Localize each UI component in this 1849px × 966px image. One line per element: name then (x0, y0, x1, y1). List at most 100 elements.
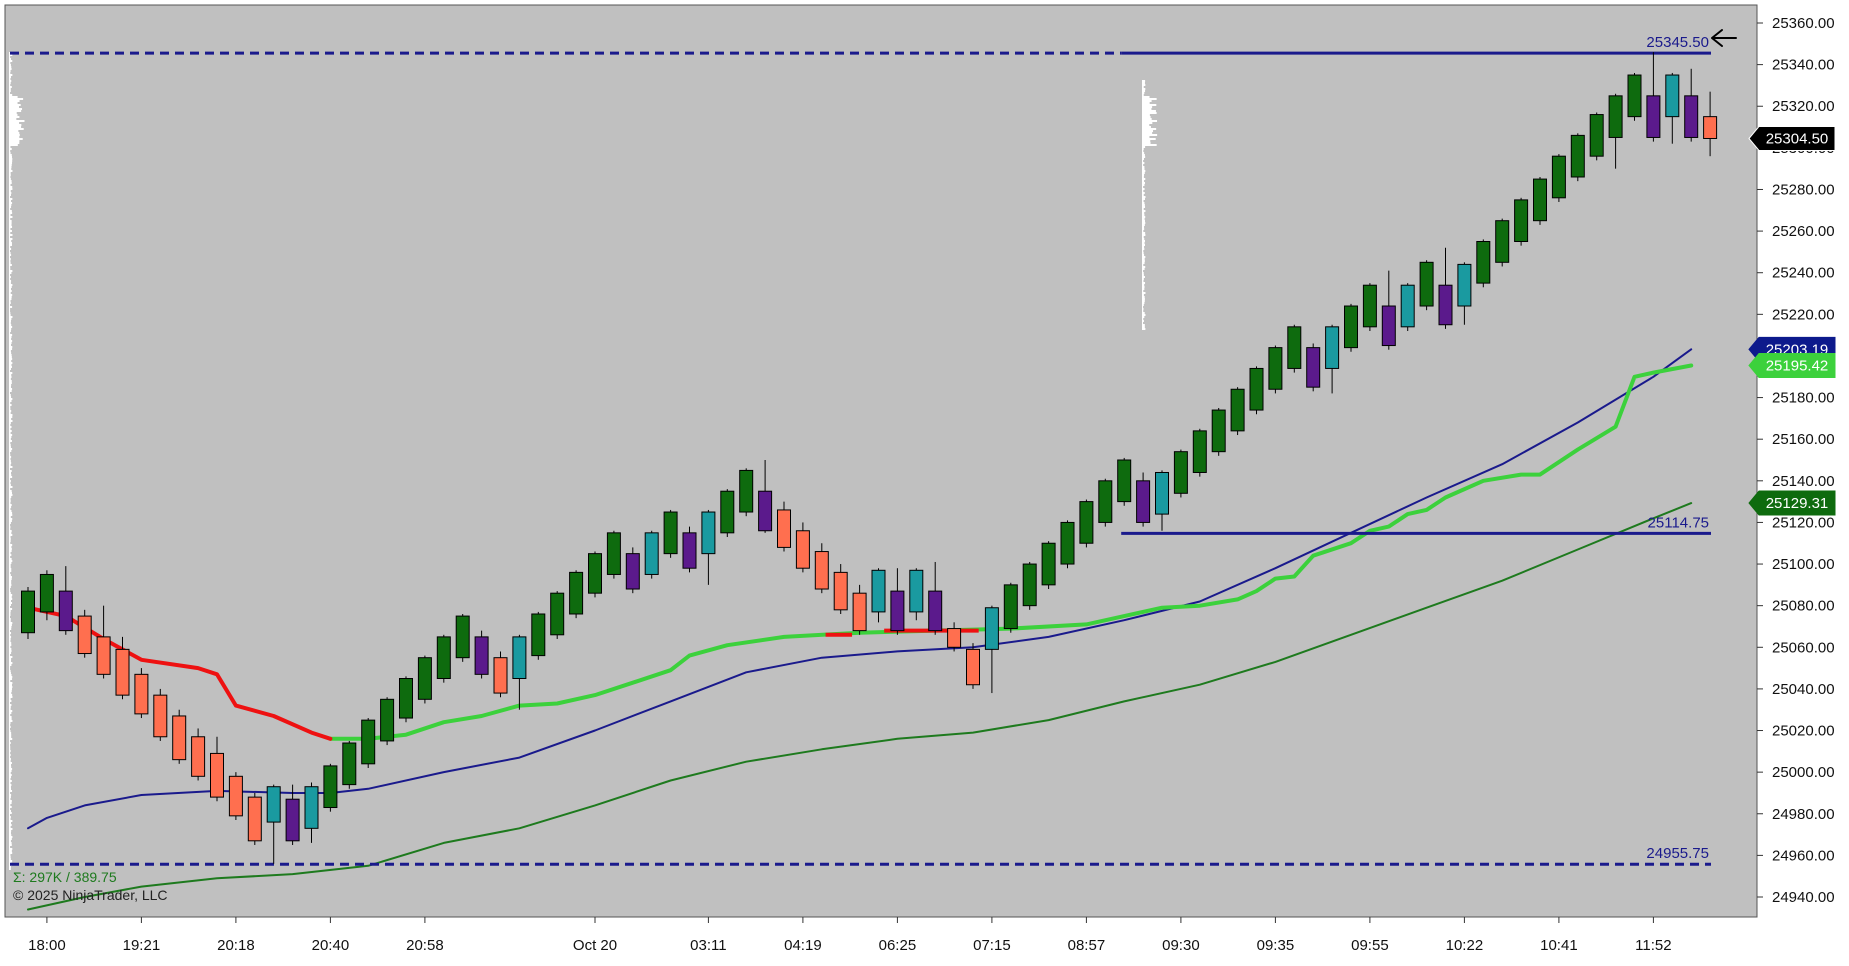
candle[interactable] (682, 526, 697, 573)
candle[interactable] (380, 697, 395, 746)
candle[interactable] (928, 561, 943, 635)
price-levels[interactable]: 25345.50 25114.75 24955.75 (10, 34, 1711, 866)
candle[interactable] (1249, 366, 1264, 415)
candle[interactable] (1514, 197, 1529, 246)
candle[interactable] (436, 634, 451, 683)
candle[interactable] (569, 570, 584, 619)
candle[interactable] (1192, 428, 1207, 477)
candle[interactable] (153, 688, 168, 741)
candle[interactable] (947, 622, 962, 652)
candle[interactable] (172, 709, 187, 764)
candle[interactable] (1079, 499, 1094, 548)
candle[interactable] (833, 564, 848, 614)
candle[interactable] (361, 718, 376, 768)
candle[interactable] (1419, 260, 1434, 311)
plot-area[interactable] (4, 4, 1758, 918)
candle[interactable] (455, 613, 470, 662)
candle[interactable] (663, 509, 678, 558)
candles[interactable] (21, 52, 1718, 864)
candle[interactable] (58, 566, 73, 635)
candle[interactable] (1060, 520, 1075, 569)
candle[interactable] (739, 468, 754, 517)
candle[interactable] (512, 634, 527, 710)
candle[interactable] (1608, 93, 1623, 169)
candle[interactable] (1173, 449, 1188, 498)
candle[interactable] (1306, 343, 1321, 392)
candle[interactable] (1268, 345, 1283, 394)
candle[interactable] (550, 591, 565, 639)
candle[interactable] (1495, 218, 1510, 267)
candle[interactable] (399, 676, 413, 723)
candle[interactable] (1627, 72, 1642, 121)
candle[interactable] (191, 728, 206, 781)
candle[interactable] (1684, 68, 1699, 142)
volume-profile-bar (9, 808, 11, 810)
candle[interactable] (814, 543, 829, 594)
candle[interactable] (342, 740, 357, 789)
candle[interactable] (96, 605, 111, 679)
candle[interactable] (1211, 407, 1226, 456)
price-axis[interactable]: 25360.0025340.0025320.0025300.0025280.00… (1757, 15, 1835, 906)
candle[interactable] (1703, 91, 1718, 157)
candle[interactable] (228, 772, 243, 821)
candle[interactable] (1362, 283, 1377, 331)
candle[interactable] (1022, 561, 1037, 610)
candle[interactable] (1381, 270, 1396, 350)
candle[interactable] (323, 763, 338, 812)
candle[interactable] (1400, 283, 1415, 331)
volume-profile-bar (9, 310, 11, 312)
candle[interactable] (1155, 470, 1169, 531)
candle[interactable] (1344, 303, 1358, 352)
candle[interactable] (1589, 112, 1604, 161)
candle[interactable] (625, 547, 640, 594)
time-axis[interactable]: 18:00 19:21 20:18 20:40 20:58 Oct 20 03:11 04:1… (28, 917, 1672, 954)
candle[interactable] (1551, 154, 1566, 202)
volume-profile-bar (9, 294, 13, 296)
candle[interactable] (606, 530, 621, 579)
candle[interactable] (39, 570, 54, 621)
candle[interactable] (247, 792, 262, 845)
candle[interactable] (474, 630, 489, 679)
candle[interactable] (890, 568, 905, 635)
candle[interactable] (77, 609, 92, 658)
candle[interactable] (1098, 478, 1113, 527)
candle[interactable] (1041, 541, 1056, 590)
candle[interactable] (758, 460, 773, 533)
candle[interactable] (1003, 582, 1018, 633)
candle[interactable] (210, 736, 224, 802)
candle[interactable] (1646, 52, 1661, 142)
candle[interactable] (21, 586, 35, 639)
candle[interactable] (266, 784, 281, 864)
candle[interactable] (1117, 457, 1132, 506)
candle[interactable] (304, 782, 319, 843)
candle[interactable] (588, 551, 602, 598)
candle[interactable] (1476, 239, 1491, 288)
candle[interactable] (871, 568, 886, 623)
candle[interactable] (984, 605, 999, 694)
candle[interactable] (644, 530, 659, 579)
candle[interactable] (1230, 387, 1245, 436)
candle[interactable] (966, 643, 980, 689)
candle[interactable] (777, 501, 791, 552)
candle[interactable] (417, 655, 432, 704)
back-arrow-icon[interactable] (1711, 29, 1737, 47)
candle[interactable] (1438, 247, 1453, 329)
candle[interactable] (1325, 324, 1340, 394)
candle[interactable] (1457, 262, 1472, 325)
candle[interactable] (1533, 176, 1547, 225)
candle[interactable] (285, 784, 300, 845)
candle[interactable] (493, 651, 508, 698)
candle[interactable] (531, 611, 546, 660)
candle[interactable] (1287, 324, 1302, 373)
candle[interactable] (720, 489, 735, 537)
candle[interactable] (1665, 72, 1680, 144)
candle[interactable] (909, 568, 924, 621)
candle[interactable] (795, 522, 810, 573)
candle[interactable] (852, 584, 867, 635)
candle[interactable] (701, 509, 716, 585)
candle[interactable] (134, 668, 149, 719)
candle[interactable] (1136, 472, 1151, 527)
candle[interactable] (115, 636, 130, 700)
candle[interactable] (1570, 133, 1585, 182)
